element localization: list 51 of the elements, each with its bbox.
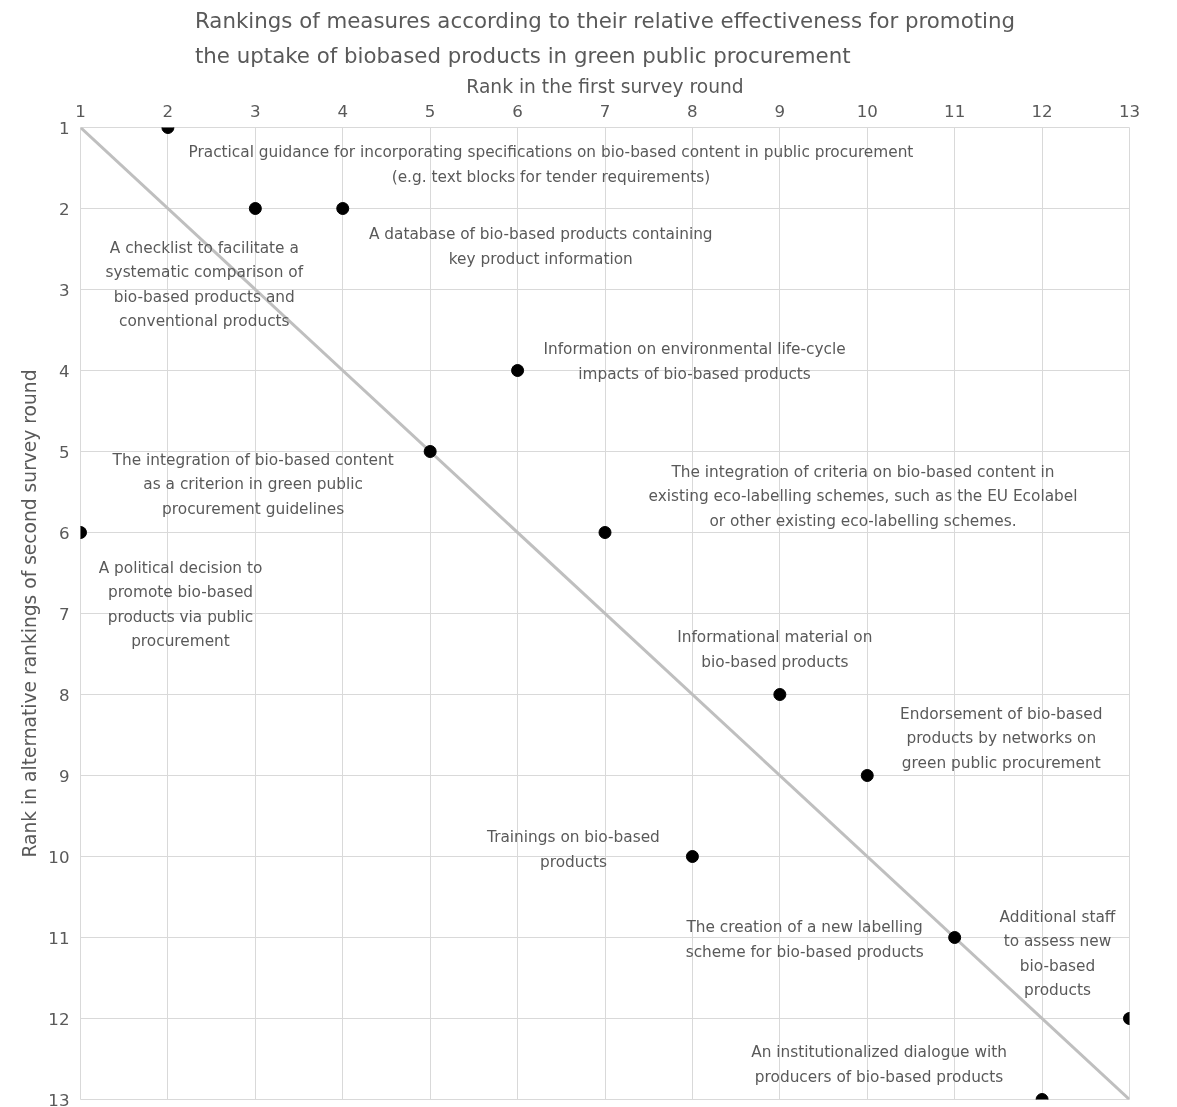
annotation: Information on environmental life-cycle impacts of bio-based products [543,340,846,383]
point [685,850,699,863]
annotation: The creation of a new labelling scheme for bio-based products [685,918,924,961]
annotation: A checklist to facilitate a systematic comparison of bio-based products and conventional products [105,239,304,330]
x-tick-label: 6 [512,101,523,121]
point [511,364,525,377]
point [773,688,787,701]
annotation: Trainings on bio-based products [486,828,660,871]
point [248,202,262,215]
y-tick-label: 3 [58,280,70,300]
y-tick-label: 8 [58,685,70,705]
annotation: Practical guidance for incorporating specifications on bio-based content in public procurement (e.g. text blocks for tender requirements) [188,143,914,186]
point [860,769,874,782]
point [336,202,350,215]
y-tick-label: 2 [58,199,70,219]
x-tick-label: 5 [424,101,436,121]
y-tick-label: 7 [58,604,70,624]
y-tick-label: 10 [48,847,70,867]
x-tick-label: 10 [856,101,878,121]
annotation: The integration of bio-based content as a criterion in green public procurement guidelines [111,451,394,518]
x-tick-label: 2 [162,101,174,121]
x-tick-label: 4 [337,101,349,121]
x-tick-label: 7 [599,101,611,121]
y-axis-title: Rank in alternative rankings of second survey round [19,369,41,858]
annotation: The integration of criteria on bio-based content in existing eco-labelling schemes, such as the EU Ecolabel or other existing eco-labelling schemes. [648,463,1078,530]
x-tick-label: 13 [1118,101,1141,121]
annotation: A political decision to promote bio-based products via public procurement [98,559,263,650]
annotation: Endorsement of bio-based products by networks on green public procurement [900,705,1103,772]
point [423,445,437,458]
y-tick-label: 6 [58,523,70,543]
y-tick-label: 9 [58,766,70,786]
chart-title: Rankings of measures according to their relative effectiveness for promoting the uptake of biobased products in green public procurement [194,7,1016,68]
annotation: Additional staff to assess new bio-based products [999,908,1116,999]
point [598,526,612,539]
y-tick-label: 1 [58,118,70,138]
x-tick-label: 1 [75,101,86,121]
y-tick-label: 12 [48,1009,70,1029]
annotation: A database of bio-based products containing key product information [368,225,713,268]
x-axis-title: Rank in the first survey round [466,75,744,97]
y-tick-label: 13 [48,1090,70,1107]
x-tick-label: 11 [944,101,966,121]
annotation: Informational material on bio-based products [677,628,873,671]
x-tick-label: 12 [1031,101,1053,121]
y-tick-label: 5 [58,442,70,462]
x-tick-label: 8 [687,101,698,121]
x-tick-label: 9 [774,101,786,121]
x-tick-label: 3 [250,101,261,121]
annotation: An institutionalized dialogue with producers of bio-based products [751,1043,1007,1086]
point [948,931,962,944]
y-tick-label: 11 [48,928,70,948]
y-tick-label: 4 [58,361,70,381]
